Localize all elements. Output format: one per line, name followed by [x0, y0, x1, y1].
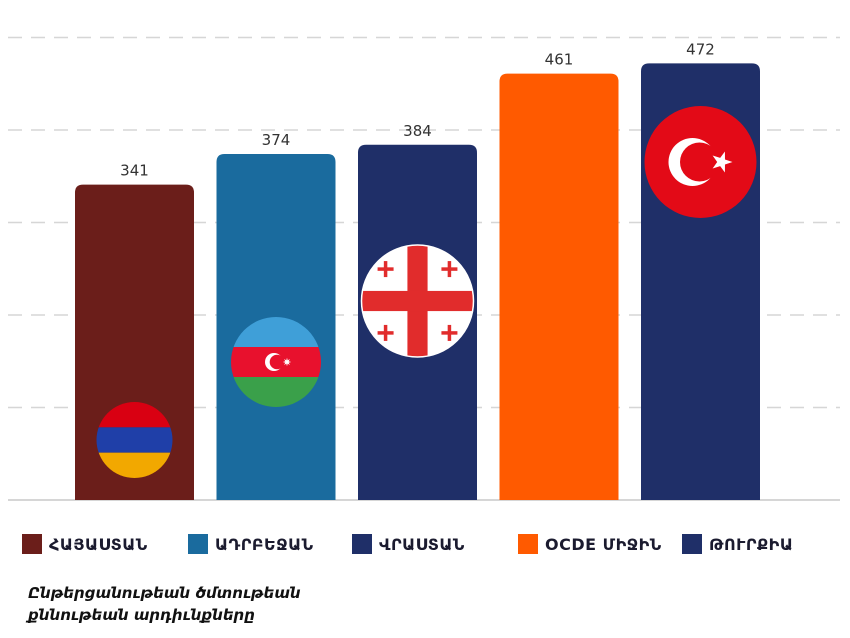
- data-label: 384: [403, 122, 432, 140]
- bar-group: 374: [216, 131, 336, 501]
- legend-label: ԱԴՐԲԵՋԱՆ: [215, 534, 314, 554]
- bar: [499, 73, 619, 500]
- legend-swatch: [188, 534, 208, 554]
- bar-group: 461: [499, 51, 619, 500]
- data-label: 374: [262, 131, 291, 149]
- georgia-flag-icon: [360, 244, 475, 358]
- caption-line-1: Ընթերցանութեան ծմտութեան: [28, 584, 301, 602]
- bars: 341 374 384 461 472: [75, 40, 760, 501]
- bar-group: 341: [75, 162, 194, 500]
- data-label: 461: [545, 51, 574, 69]
- legend-label: ՎՐԱՍՏԱՆ: [379, 534, 465, 554]
- legend-item-ocde: OCDE ՄԻՋԻՆ: [518, 530, 662, 558]
- legend-swatch: [22, 534, 42, 554]
- bar-chart: 341 374 384 461 472: [8, 36, 840, 501]
- chart-caption: Ընթերցանութեան ծմտութեան քննութեան արդիւ…: [28, 582, 528, 626]
- azerbaijan-flag-icon: [231, 317, 321, 407]
- legend: ՀԱՅԱՍՏԱՆ ԱԴՐԲԵՋԱՆ ՎՐԱՍՏԱՆ OCDE ՄԻՋԻՆ ԹՈՒ…: [22, 530, 842, 558]
- legend-item-turkey: ԹՈՒՐՔԻԱ: [682, 530, 793, 558]
- bar-group: 472: [641, 40, 760, 501]
- legend-label: OCDE ՄԻՋԻՆ: [545, 534, 662, 554]
- legend-swatch: [518, 534, 538, 554]
- legend-item-georgia: ՎՐԱՍՏԱՆ: [352, 530, 465, 558]
- turkey-flag-icon: [644, 106, 757, 218]
- legend-item-armenia: ՀԱՅԱՍՏԱՆ: [22, 530, 148, 558]
- legend-item-azerbaijan: ԱԴՐԲԵՋԱՆ: [188, 530, 314, 558]
- legend-swatch: [352, 534, 372, 554]
- legend-swatch: [682, 534, 702, 554]
- armenia-flag-icon: [96, 402, 173, 478]
- data-label: 341: [120, 162, 149, 180]
- bar-group: 384: [358, 122, 477, 501]
- legend-label: ՀԱՅԱՍՏԱՆ: [49, 534, 148, 554]
- data-label: 472: [686, 40, 715, 58]
- caption-line-2: քննութեան արդիւնքները: [28, 606, 255, 624]
- legend-label: ԹՈՒՐՔԻԱ: [709, 534, 794, 554]
